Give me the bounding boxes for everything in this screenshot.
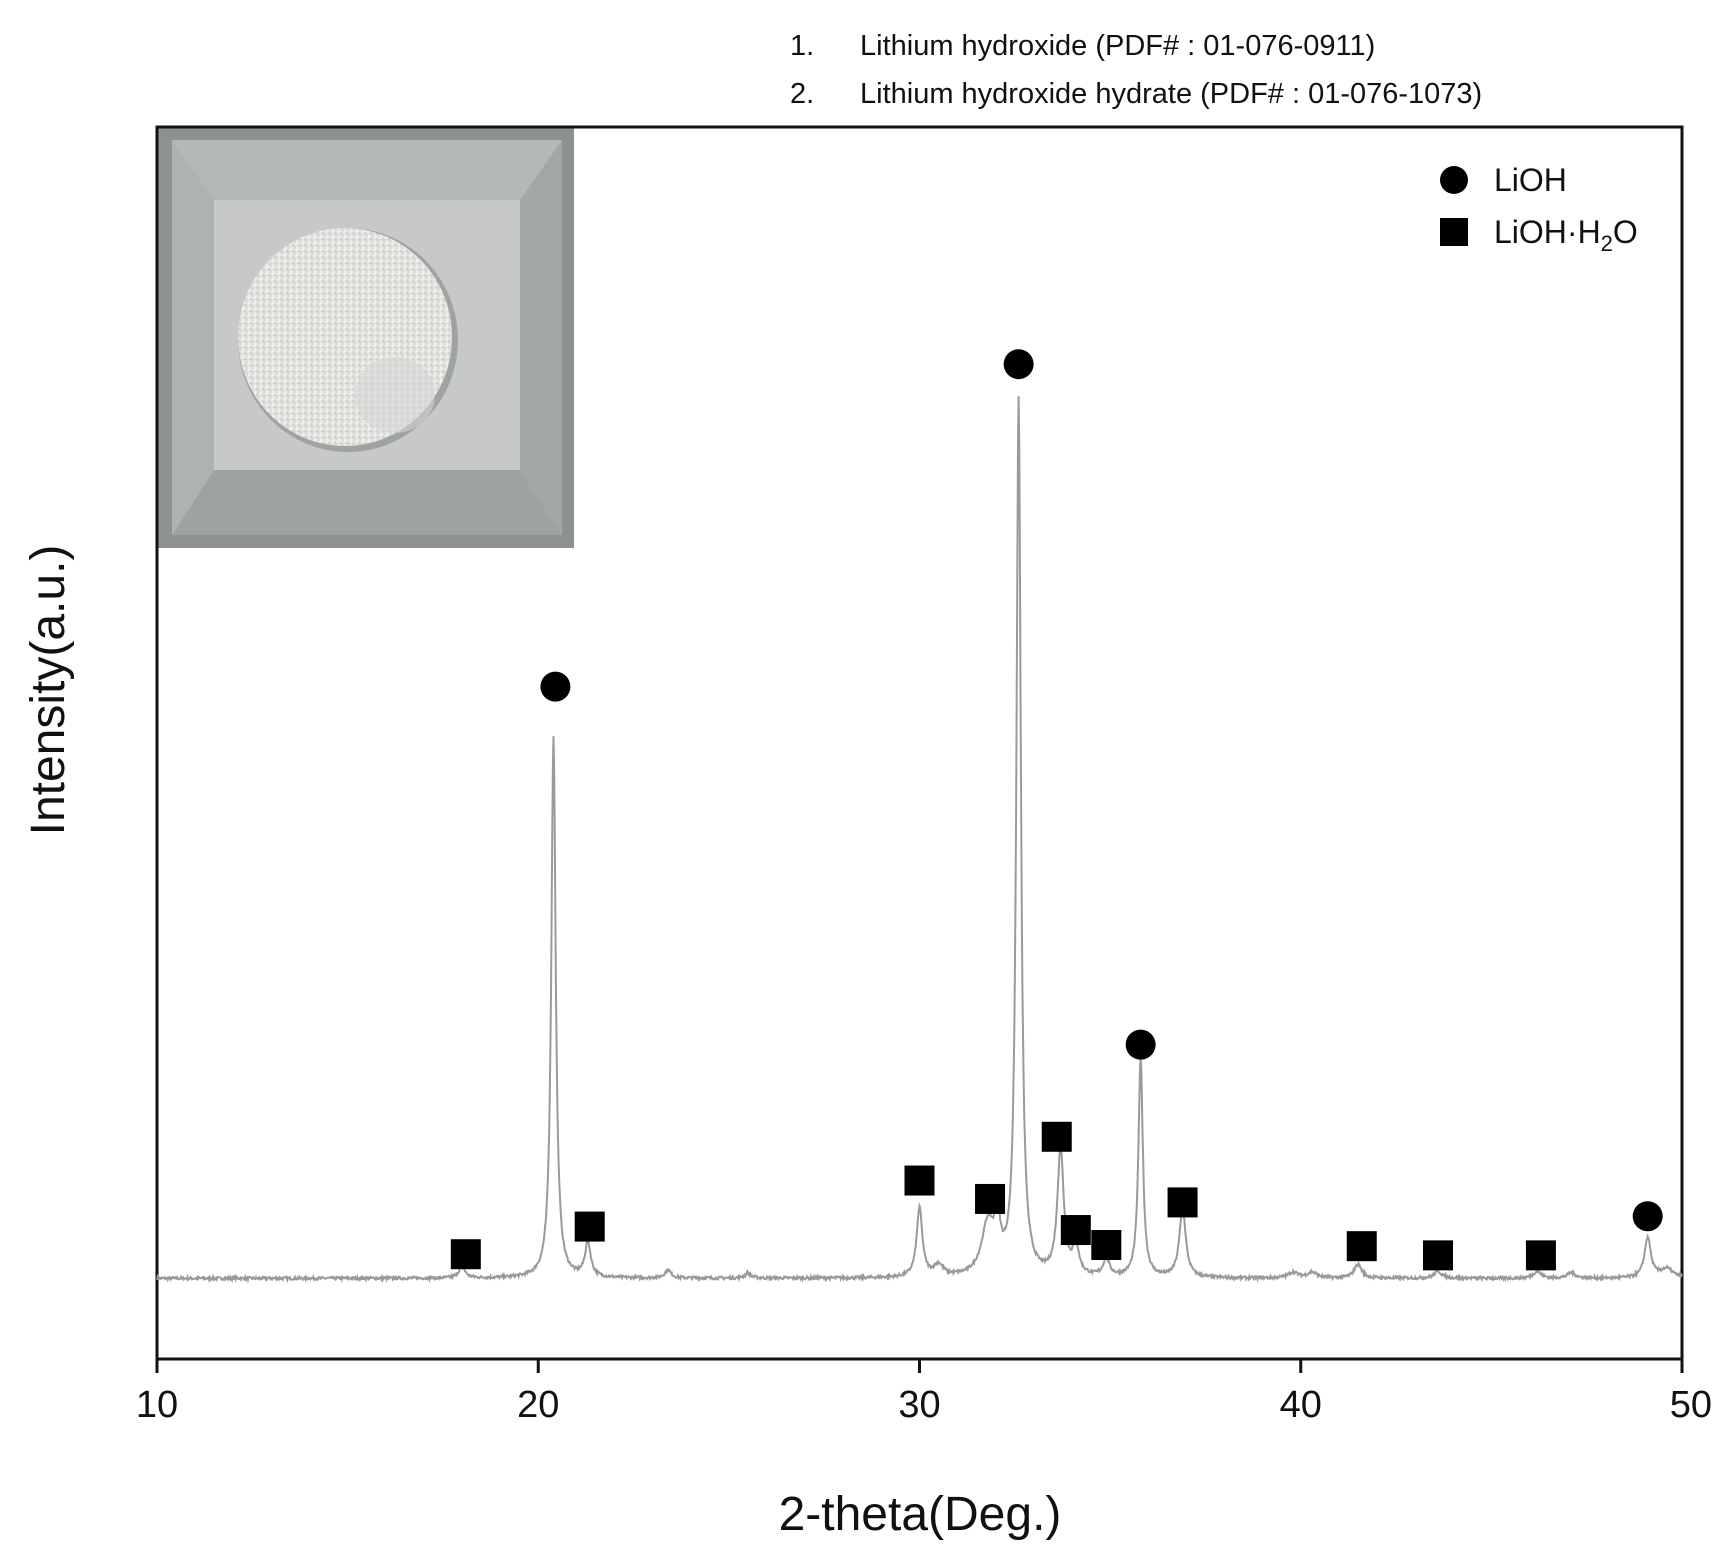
legend: LiOH LiOH·H2O (1440, 162, 1638, 256)
legend-lioh-h2o-main: LiOH·H (1494, 214, 1601, 250)
lioh-h2o-peak-marker-2 (574, 1211, 605, 1242)
peak-markers (450, 349, 1663, 1271)
reference-2: 2. Lithium hydroxide hydrate (PDF# : 01-0… (790, 78, 1482, 111)
reference-1-number: 1. (790, 30, 815, 62)
lioh-h2o-peak-marker-0 (450, 1239, 481, 1270)
x-axis-tick-labels: 10 20 30 40 50 (136, 1384, 1712, 1426)
legend-lioh-h2o-label: LiOH·H2O (1494, 214, 1638, 256)
lioh-h2o-peak-marker-13 (1525, 1240, 1556, 1271)
lioh-peak-marker-5 (1003, 349, 1034, 380)
lioh-peak-marker-9 (1125, 1029, 1156, 1060)
legend-lioh-h2o-end: O (1613, 214, 1638, 250)
legend-circle-marker (1440, 166, 1468, 194)
reference-2-text: Lithium hydroxide hydrate (PDF# : 01-076… (860, 78, 1483, 110)
lioh-h2o-peak-marker-7 (1060, 1215, 1091, 1246)
x-tick-label-50: 50 (1670, 1384, 1712, 1426)
x-tick-label-40: 40 (1280, 1384, 1322, 1426)
x-axis-ticks (155, 1359, 1684, 1373)
lioh-h2o-peak-marker-3 (904, 1165, 935, 1196)
y-axis-title: Intensity(a.u.) (22, 545, 75, 836)
xrd-pattern-line (156, 396, 1683, 1284)
reference-1-text: Lithium hydroxide (PDF# : 01-076-0911) (860, 30, 1376, 62)
sample-photo-inset (158, 128, 574, 548)
legend-lioh-label: LiOH (1494, 162, 1567, 198)
x-axis-title: 2-theta(Deg.) (779, 1488, 1062, 1541)
lioh-h2o-peak-marker-4 (975, 1183, 1006, 1214)
lioh-peak-marker-14 (1632, 1201, 1663, 1232)
legend-square-marker (1440, 218, 1468, 246)
reference-1: 1. Lithium hydroxide (PDF# : 01-076-0911) (790, 30, 1375, 63)
reference-2-number: 2. (790, 78, 815, 110)
lioh-h2o-peak-marker-6 (1041, 1121, 1072, 1152)
legend-lioh-h2o-subscript: 2 (1601, 231, 1613, 256)
lioh-h2o-peak-marker-8 (1091, 1230, 1122, 1261)
x-tick-label-10: 10 (136, 1384, 178, 1426)
lioh-h2o-peak-marker-12 (1423, 1240, 1453, 1271)
lioh-peak-marker-1 (540, 671, 571, 702)
x-tick-label-20: 20 (517, 1384, 559, 1426)
lioh-h2o-peak-marker-11 (1346, 1231, 1377, 1262)
lioh-h2o-peak-marker-10 (1167, 1187, 1198, 1218)
x-tick-label-30: 30 (898, 1384, 940, 1426)
